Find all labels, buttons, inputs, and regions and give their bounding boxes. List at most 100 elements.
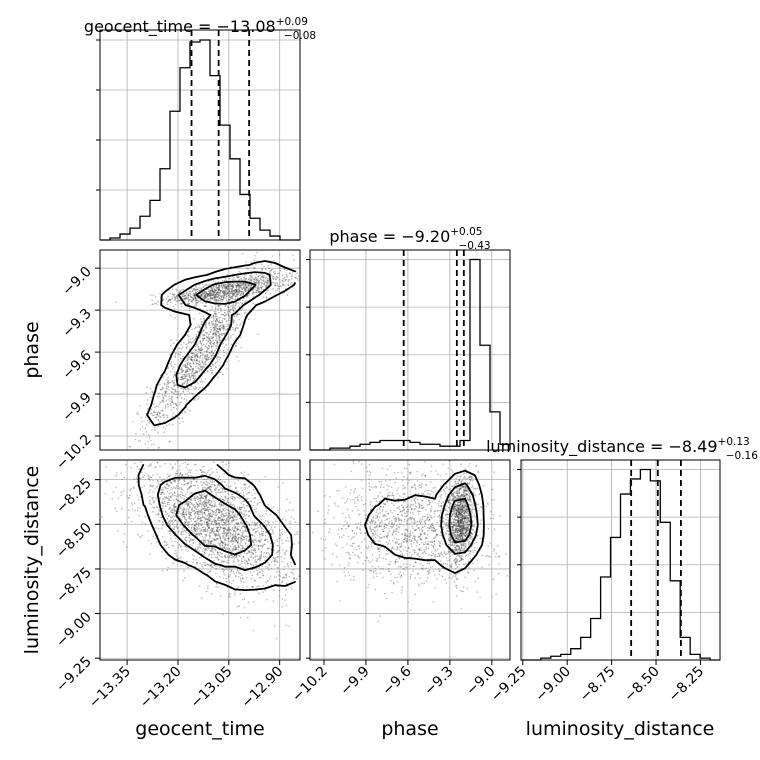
sample-point — [149, 388, 152, 390]
sample-point — [229, 314, 232, 317]
sample-point — [145, 391, 147, 394]
sample-point — [152, 294, 155, 297]
sample-point — [206, 359, 208, 362]
sample-point — [185, 294, 187, 297]
sample-point — [220, 313, 223, 316]
sample-point — [195, 369, 198, 372]
sample-point — [209, 292, 211, 295]
sample-point — [240, 284, 243, 286]
sample-point — [194, 548, 197, 550]
sample-point — [201, 347, 203, 349]
sample-point — [121, 507, 123, 510]
sample-point — [255, 289, 258, 292]
sample-point — [262, 530, 265, 533]
sample-point — [246, 586, 248, 588]
sample-point — [214, 293, 216, 296]
sample-point — [211, 308, 213, 310]
histogram-geocent_time — [100, 39, 300, 241]
sample-point — [213, 326, 216, 329]
sample-point — [168, 299, 170, 301]
sample-point — [256, 572, 259, 574]
sample-point — [175, 393, 177, 396]
sample-point — [270, 542, 272, 545]
sample-point — [245, 520, 248, 523]
sample-point — [219, 339, 221, 342]
sample-point — [190, 358, 192, 360]
sample-point — [241, 539, 244, 542]
sample-point — [173, 293, 175, 295]
sample-point — [210, 329, 212, 331]
sample-point — [153, 410, 155, 413]
sample-point — [211, 372, 213, 375]
sample-point — [204, 486, 206, 489]
sample-point — [206, 294, 209, 297]
sample-point — [213, 332, 215, 334]
sample-point — [204, 345, 207, 348]
sample-point — [245, 285, 247, 287]
sample-point — [191, 341, 194, 343]
sample-point — [158, 392, 160, 395]
sample-point — [170, 517, 172, 519]
sample-point — [173, 385, 175, 388]
sample-point — [235, 487, 237, 489]
sample-point — [218, 335, 220, 337]
sample-point — [209, 513, 211, 516]
sample-point — [195, 299, 198, 301]
sample-point — [220, 284, 223, 286]
sample-point — [188, 307, 191, 310]
sample-point — [152, 510, 154, 513]
sample-point — [231, 285, 234, 288]
sample-point — [235, 571, 238, 574]
sample-point — [208, 294, 211, 297]
sample-point — [200, 500, 202, 502]
sample-point — [223, 354, 225, 357]
sample-point — [185, 539, 188, 542]
sample-point — [257, 280, 260, 283]
sample-point — [164, 544, 166, 547]
sample-point — [252, 564, 255, 567]
sample-point — [168, 353, 171, 356]
sample-point — [190, 296, 192, 299]
sample-point — [171, 288, 174, 291]
sample-point — [247, 562, 249, 565]
sample-point — [223, 481, 226, 483]
sample-point — [258, 480, 261, 483]
sample-point — [209, 294, 212, 296]
sample-point — [211, 288, 213, 290]
sample-point — [275, 557, 277, 559]
sample-point — [147, 447, 149, 449]
sample-point — [230, 571, 232, 573]
sample-point — [189, 365, 192, 368]
sample-point — [201, 301, 204, 304]
sample-point — [155, 514, 157, 516]
sample-point — [217, 517, 219, 520]
sample-point — [195, 299, 198, 302]
sample-point — [205, 326, 207, 329]
sample-point — [148, 502, 151, 504]
sample-point — [181, 527, 183, 530]
sample-point — [211, 305, 213, 308]
sample-point — [213, 530, 215, 533]
sample-point — [215, 286, 217, 288]
sample-point — [203, 553, 205, 556]
sample-point — [170, 400, 172, 403]
sample-point — [245, 535, 248, 537]
sample-point — [207, 333, 210, 336]
sample-point — [237, 550, 240, 552]
sample-point — [204, 354, 206, 357]
sample-point — [149, 464, 152, 467]
sample-point — [220, 521, 223, 523]
sample-point — [209, 324, 211, 326]
sample-point — [182, 391, 185, 393]
sample-point — [206, 354, 208, 356]
sample-point — [175, 339, 178, 341]
sample-point — [256, 288, 259, 290]
sample-point — [203, 305, 206, 308]
sample-point — [159, 383, 161, 386]
sample-point — [194, 300, 197, 303]
sample-point — [257, 545, 260, 548]
sample-point — [167, 385, 169, 388]
sample-point — [229, 311, 231, 313]
sample-point — [228, 289, 231, 292]
sample-point — [148, 421, 150, 423]
